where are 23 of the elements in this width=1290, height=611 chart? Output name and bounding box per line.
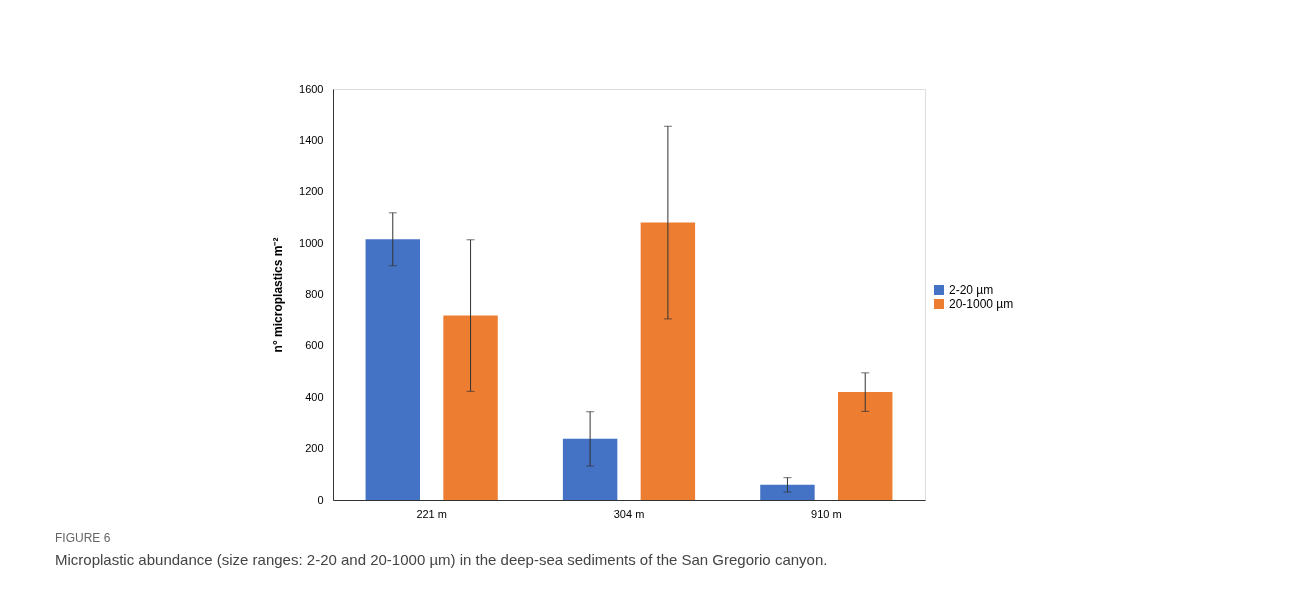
y-tick-label: 400 (305, 390, 324, 403)
y-tick-label: 600 (305, 339, 324, 352)
bar (365, 239, 420, 500)
text: FIGURE 6 (55, 531, 111, 545)
y-tick-label: 1400 (299, 133, 324, 146)
text: Microplastic abundance (size ranges: 2-20 and 20-1000 µm) in the deep-sea sediments of the San Gregorio canyon. (55, 551, 828, 568)
legend-label: 2-20 µm (949, 283, 994, 297)
bar (640, 222, 696, 500)
bar (838, 392, 893, 500)
y-tick-label: 800 (305, 288, 324, 300)
y-tick-label: 0 (317, 493, 324, 506)
x-tick-label: 304 m (613, 507, 645, 520)
y-tick-label: 1200 (299, 185, 324, 198)
bar (562, 438, 618, 500)
y-tick-label: 1600 (299, 82, 324, 95)
bar (760, 484, 815, 500)
x-tick-label: 221 m (416, 507, 447, 520)
y-tick-label: 200 (305, 442, 324, 455)
x-tick-label: 910 m (811, 507, 842, 520)
y-tick-label: 1000 (299, 236, 324, 249)
bar (443, 315, 498, 500)
legend-label: 20-1000 µm (949, 297, 1014, 311)
y-axis-title: n° microplastics m⁻² (271, 237, 286, 353)
